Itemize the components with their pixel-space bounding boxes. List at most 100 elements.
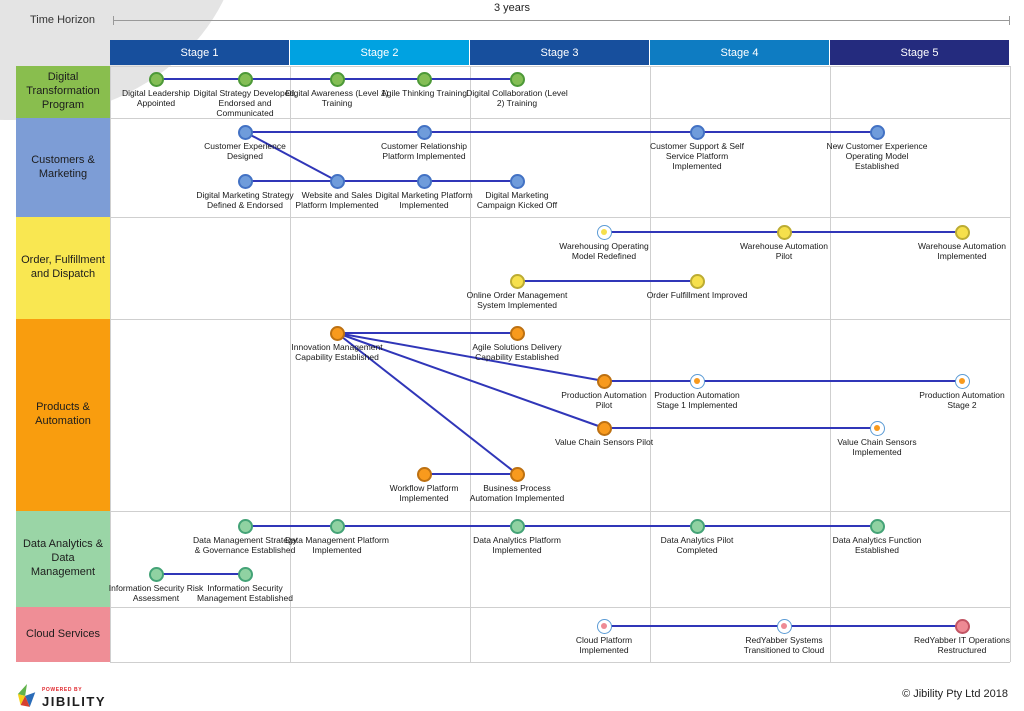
milestone-center-dot — [694, 378, 700, 384]
milestone-n17[interactable] — [509, 273, 525, 289]
timeline-end-tick — [1009, 16, 1010, 25]
capability-row-label: Order, Fulfillment and Dispatch — [21, 254, 105, 280]
milestone-n11[interactable] — [329, 173, 345, 189]
milestone-label: Order Fulfillment Improved — [646, 290, 748, 300]
milestone-center-dot — [601, 229, 607, 235]
milestone-n33[interactable] — [148, 566, 164, 582]
milestone-n24[interactable] — [596, 420, 612, 436]
milestone-label: Information Security Risk Assessment — [108, 583, 204, 604]
milestone-label: Innovation Management Capability Establi… — [291, 342, 383, 363]
milestone-n26[interactable] — [416, 466, 432, 482]
milestone-label: Information Security Management Establis… — [197, 583, 293, 604]
milestone-label: New Customer Experience Operating Model … — [826, 141, 928, 172]
capability-row-label: Cloud Services — [26, 627, 100, 640]
stage-header-3: Stage 3 — [470, 40, 649, 65]
milestone-n5[interactable] — [509, 71, 525, 87]
milestone-label: Digital Leadership Appointed — [121, 88, 191, 109]
stage-header-label: Stage 3 — [540, 46, 579, 59]
milestone-n27[interactable] — [509, 466, 525, 482]
time-horizon-label: Time Horizon — [30, 14, 95, 26]
milestone-n15[interactable] — [776, 224, 792, 240]
milestone-n12[interactable] — [416, 173, 432, 189]
milestone-n14[interactable] — [596, 224, 612, 240]
capability-row-label: Customers & Marketing — [31, 153, 95, 180]
stage-header-2: Stage 2 — [290, 40, 469, 65]
milestone-n31[interactable] — [689, 518, 705, 534]
milestone-n28[interactable] — [237, 518, 253, 534]
milestone-label: Customer Support & Self Service Platform… — [649, 141, 744, 172]
milestone-label: Digital Marketing Strategy Defined & End… — [196, 190, 294, 211]
milestone-n37[interactable] — [954, 618, 970, 634]
milestone-n30[interactable] — [509, 518, 525, 534]
milestone-label: Data Analytics Platform Implemented — [473, 535, 561, 556]
milestone-label: Warehouse Automation Pilot — [739, 241, 829, 262]
milestone-label: Warehouse Automation Implemented — [917, 241, 1007, 262]
milestone-n9[interactable] — [869, 124, 885, 140]
jibility-logo-icon — [17, 684, 36, 707]
milestone-label: RedYabber IT Operations Restructured — [913, 635, 1011, 656]
brand-label: JIBILITY — [42, 694, 107, 709]
milestone-label: Agile Thinking Training — [381, 88, 467, 98]
stage-header-5: Stage 5 — [830, 40, 1009, 65]
milestone-n13[interactable] — [509, 173, 525, 189]
copyright-text: © Jibility Pty Ltd 2018 — [902, 688, 1008, 700]
milestone-n16[interactable] — [954, 224, 970, 240]
milestone-label: Cloud Platform Implemented — [575, 635, 633, 656]
milestone-n34[interactable] — [237, 566, 253, 582]
milestone-n3[interactable] — [329, 71, 345, 87]
milestone-center-dot — [601, 623, 607, 629]
milestone-label: Digital Awareness (Level 1) Training — [285, 88, 389, 109]
milestone-center-dot — [781, 623, 787, 629]
timeline-start-tick — [113, 16, 114, 25]
milestone-label: Digital Strategy Developed, Endorsed and… — [193, 88, 297, 119]
milestone-label: Workflow Platform Implemented — [389, 483, 459, 504]
milestone-n36[interactable] — [776, 618, 792, 634]
milestone-n19[interactable] — [329, 325, 345, 341]
milestone-label: Production Automation Stage 2 — [919, 390, 1005, 411]
milestone-n29[interactable] — [329, 518, 345, 534]
milestone-label: Data Management Strategy & Governance Es… — [193, 535, 297, 556]
capability-row-4: Products & Automation — [16, 319, 110, 511]
milestone-label: Data Analytics Pilot Completed — [660, 535, 734, 556]
stage-header-4: Stage 4 — [650, 40, 829, 65]
stage-header-label: Stage 5 — [900, 46, 939, 59]
powered-by-label: POWERED BY — [42, 687, 83, 693]
milestone-n21[interactable] — [596, 373, 612, 389]
capability-row-5: Data Analytics & Data Management — [16, 511, 110, 607]
capability-row-label: Digital Transformation Program — [26, 71, 100, 111]
milestone-label: Production Automation Stage 1 Implemente… — [654, 390, 740, 411]
milestone-center-dot — [874, 425, 880, 431]
milestone-label: Agile Solutions Delivery Capability Esta… — [472, 342, 562, 363]
milestone-label: Digital Collaboration (Level 2) Training — [466, 88, 568, 109]
stage-header-label: Stage 2 — [360, 46, 399, 59]
capability-row-1: Digital Transformation Program — [16, 66, 110, 118]
timeline-axis — [113, 16, 1010, 25]
milestone-n6[interactable] — [237, 124, 253, 140]
milestone-n22[interactable] — [689, 373, 705, 389]
capability-row-6: Cloud Services — [16, 607, 110, 662]
milestone-label: Digital Marketing Campaign Kicked Off — [476, 190, 558, 211]
capability-row-2: Customers & Marketing — [16, 118, 110, 217]
stage-header-label: Stage 4 — [720, 46, 759, 59]
milestone-n4[interactable] — [416, 71, 432, 87]
milestone-n2[interactable] — [237, 71, 253, 87]
milestone-n32[interactable] — [869, 518, 885, 534]
milestone-label: Value Chain Sensors Pilot — [554, 437, 654, 447]
milestone-n35[interactable] — [596, 618, 612, 634]
milestone-label: Customer Relationship Platform Implement… — [381, 141, 467, 162]
stage-header-label: Stage 1 — [180, 46, 219, 59]
milestone-label: Digital Marketing Platform Implemented — [375, 190, 473, 211]
milestone-n18[interactable] — [689, 273, 705, 289]
milestone-n25[interactable] — [869, 420, 885, 436]
milestone-label: Value Chain Sensors Implemented — [837, 437, 917, 458]
milestone-n7[interactable] — [416, 124, 432, 140]
milestone-n20[interactable] — [509, 325, 525, 341]
milestone-n1[interactable] — [148, 71, 164, 87]
milestone-n10[interactable] — [237, 173, 253, 189]
milestone-label: Online Order Management System Implement… — [466, 290, 568, 311]
milestone-n23[interactable] — [954, 373, 970, 389]
milestone-n8[interactable] — [689, 124, 705, 140]
milestone-label: Production Automation Pilot — [561, 390, 647, 411]
jibility-logo: POWERED BY JIBILITY — [16, 682, 106, 708]
